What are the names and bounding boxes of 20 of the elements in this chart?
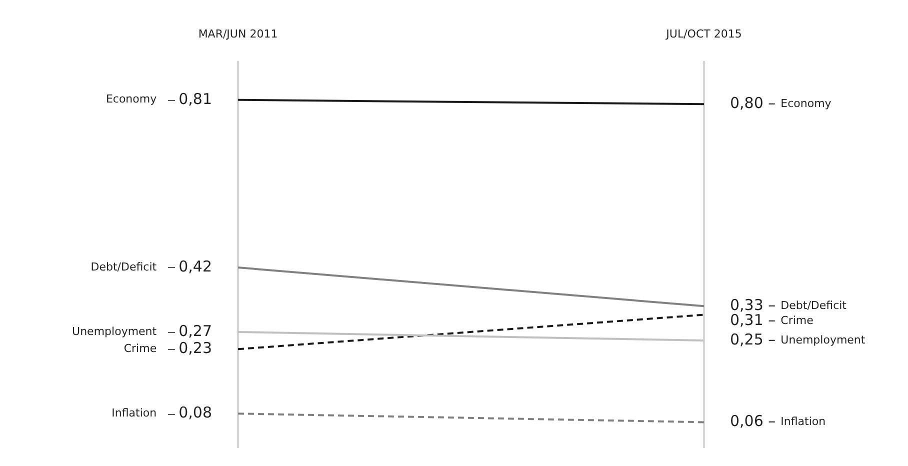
data-label: 0,23 (178, 339, 212, 358)
text: Unemployment (780, 333, 866, 346)
data-label: 0,06 – (730, 412, 776, 430)
text: Inflation (112, 406, 157, 420)
x-tick-label: JUL/OCT 2015 (665, 27, 742, 40)
data-label: 0,80 – (730, 94, 776, 112)
data-label: 0,25 – (730, 330, 776, 348)
text: Debt/Deficit (90, 260, 157, 274)
data-label: 0,81 (178, 90, 212, 108)
text: Debt/Deficit (780, 299, 848, 312)
text: Economy (106, 92, 157, 106)
text: Crime (780, 314, 814, 328)
data-label: 0,42 (178, 257, 212, 276)
data-label: 0,08 (178, 404, 212, 422)
text: Crime (124, 342, 157, 356)
x-tick-label: MAR/JUN 2011 (198, 27, 278, 40)
text: Unemployment (72, 324, 157, 338)
data-label: 0,27 (178, 322, 212, 340)
text: Economy (780, 97, 832, 110)
text: Inflation (780, 415, 826, 428)
